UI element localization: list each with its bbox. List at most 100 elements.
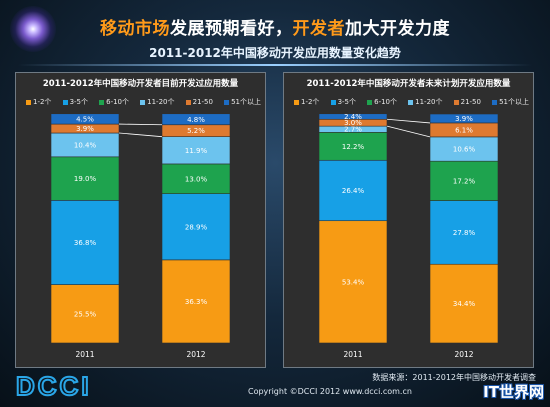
data-label: 3.9% xyxy=(76,125,94,133)
legend-swatch xyxy=(140,99,146,105)
data-label: 36.8% xyxy=(74,239,97,247)
bar-segment-2011-2 xyxy=(318,159,388,222)
page-subtitle: 2011-2012年中国移动开发应用数量变化趋势 xyxy=(149,46,401,60)
data-label: 4.8% xyxy=(187,116,205,124)
data-label: 3.0% xyxy=(344,119,362,127)
legend-item-1: 1-2个 xyxy=(294,96,319,108)
legend-label: 51个以上 xyxy=(499,98,529,106)
legend-label: 21-50 xyxy=(192,98,213,106)
legend-label: 21-50 xyxy=(460,98,481,106)
segment-connector-line xyxy=(386,125,431,138)
x-tick-label-2011: 2011 xyxy=(75,350,94,359)
legend-swatch xyxy=(367,99,373,105)
legend-item-5: 21-50 xyxy=(453,96,481,108)
legend-label: 1-2个 xyxy=(301,98,320,106)
legend-label: 11-20个 xyxy=(147,98,175,106)
data-label: 17.2% xyxy=(453,177,476,185)
page-headline: 移动市场发展预期看好，开发者加大开发力度 xyxy=(0,14,550,39)
copyright-text: Copyright ©DCCI 2012 www.dcci.com.cn xyxy=(248,387,412,396)
data-label: 27.8% xyxy=(453,229,476,237)
legend-item-1: 1-2个 xyxy=(26,96,51,108)
bar-segment-2011-1 xyxy=(318,220,388,344)
legend-item-5: 21-50 xyxy=(185,96,213,108)
x-tick-label-2012: 2012 xyxy=(454,350,473,359)
legend-label: 11-20个 xyxy=(415,98,443,106)
legend-item-4: 11-20个 xyxy=(140,96,174,108)
segment-connector-line xyxy=(386,118,431,124)
chart-title-current: 2011-2012年中国移动开发者目前开发过应用数量 xyxy=(42,79,239,89)
dcci-logo-text: DCCI xyxy=(16,372,92,400)
chart-panel-planned: 2011-2012年中国移动开发者未来计划开发应用数量 1-2个 3-5个 6-10… xyxy=(283,72,534,368)
lens-flare-decoration xyxy=(10,6,56,52)
bar-segment-2012-6 xyxy=(161,113,231,126)
data-source-note: 数据来源：2011-2012年中国移动开发者调查 xyxy=(372,373,536,382)
legend-item-3: 6-10个 xyxy=(99,96,129,108)
watermark-stamp: IT世界网 xyxy=(483,383,544,401)
legend-swatch xyxy=(224,99,230,105)
data-label: 6.1% xyxy=(455,126,473,134)
legend-swatch xyxy=(492,99,498,105)
bar-segment-2011-6 xyxy=(318,113,388,120)
legend-swatch xyxy=(408,99,414,105)
legend-item-2: 3-5个 xyxy=(62,96,88,108)
chart-legend-current: 1-2个 3-5个 6-10个 11-20个 21-50 51个以上 xyxy=(26,96,261,108)
data-label: 5.2% xyxy=(187,127,205,135)
legend-swatch xyxy=(99,99,105,105)
bar-segment-2011-3 xyxy=(50,156,120,201)
chart-title-planned: 2011-2012年中国移动开发者未来计划开发应用数量 xyxy=(306,79,511,89)
headline-part-3: 开发者 xyxy=(292,19,345,39)
bar-segment-2012-4 xyxy=(161,136,231,165)
bar-segment-2012-3 xyxy=(429,160,499,201)
bar-segment-2012-2 xyxy=(161,193,231,261)
chart-legend-planned: 1-2个 3-5个 6-10个 11-20个 21-50 51个以上 xyxy=(294,96,529,108)
bar-segment-2012-6 xyxy=(429,113,499,124)
data-label: 2.7% xyxy=(344,126,362,134)
legend-label: 1-2个 xyxy=(33,98,52,106)
legend-item-6: 51个以上 xyxy=(492,96,529,108)
legend-swatch xyxy=(294,99,299,105)
data-label: 10.6% xyxy=(453,146,476,154)
bar-segment-2012-3 xyxy=(161,163,231,194)
legend-swatch xyxy=(453,99,459,105)
legend-item-6: 51个以上 xyxy=(224,96,261,108)
chart-panel-current: 2011-2012年中国移动开发者目前开发过应用数量 1-2个 3-5个 6-10个… xyxy=(15,72,266,368)
data-label: 10.4% xyxy=(74,141,97,149)
legend-swatch xyxy=(185,99,191,105)
dcci-logo: DCCI xyxy=(16,372,92,400)
legend-label: 51个以上 xyxy=(231,98,261,106)
header-divider xyxy=(18,64,532,66)
data-label: 34.4% xyxy=(453,300,476,308)
data-label: 28.9% xyxy=(185,223,208,231)
legend-item-2: 3-5个 xyxy=(330,96,356,108)
data-label: 3.9% xyxy=(455,115,473,123)
segment-connector-line xyxy=(118,132,163,138)
data-label: 36.3% xyxy=(185,298,208,306)
bar-segment-2011-6 xyxy=(50,113,120,125)
bar-segment-2012-2 xyxy=(429,200,499,265)
legend-item-3: 6-10个 xyxy=(367,96,397,108)
legend-swatch xyxy=(330,99,336,105)
legend-label: 6-10个 xyxy=(374,98,398,106)
x-tick-label-2011: 2011 xyxy=(343,350,362,359)
data-label: 13.0% xyxy=(185,175,208,183)
legend-swatch xyxy=(62,99,68,105)
headline-part-2: 发展预期看好， xyxy=(170,19,293,39)
headline-part-4: 加大开发力度 xyxy=(345,19,450,39)
headline-part-1: 移动市场 xyxy=(100,19,170,39)
data-label: 25.5% xyxy=(74,310,97,318)
data-label: 11.9% xyxy=(185,147,208,155)
data-label: 19.0% xyxy=(74,175,97,183)
bar-segment-2012-1 xyxy=(429,263,499,344)
legend-swatch xyxy=(26,99,31,105)
bar-segment-2011-2 xyxy=(50,200,120,285)
legend-label: 6-10个 xyxy=(106,98,130,106)
stacked-bar-chart-current: 25.5% 36.8% 19.0% 10.4% 3.9% 4.5% 2011 36.3% 28.… xyxy=(50,113,231,359)
legend-label: 3-5个 xyxy=(69,98,88,106)
data-label: 12.2% xyxy=(342,143,365,151)
segment-connector-line xyxy=(118,123,163,126)
legend-label: 3-5个 xyxy=(337,98,356,106)
data-label: 53.4% xyxy=(342,278,365,286)
data-label: 4.5% xyxy=(76,115,94,123)
stacked-bar-chart-planned: 53.4% 26.4% 12.2% 2.7%3.0%2.4% 2011 34.4% 27.8… xyxy=(318,113,499,359)
data-label: 2.4% xyxy=(344,113,362,121)
